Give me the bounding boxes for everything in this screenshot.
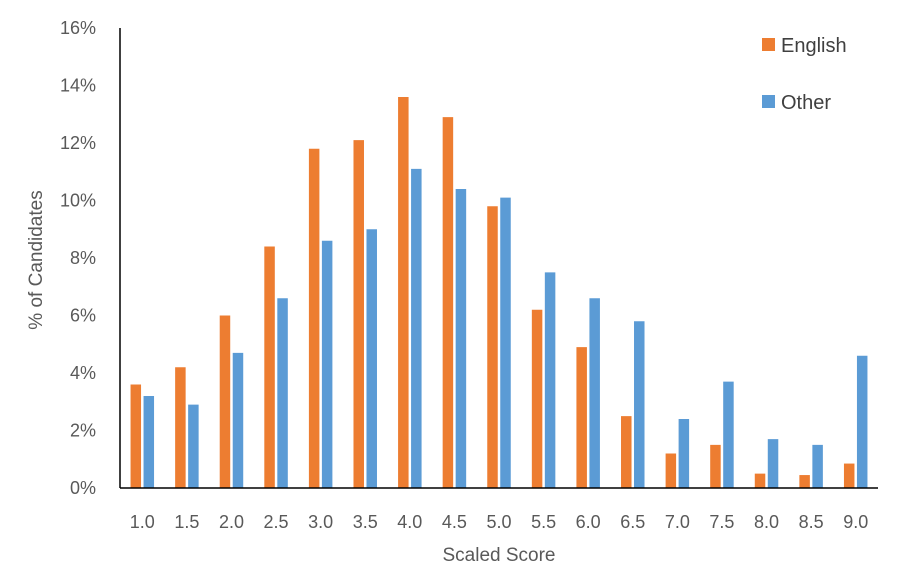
bar-other-3.0: [321, 240, 333, 488]
x-tick-label: 8.5: [799, 512, 824, 532]
bar-english-3.5: [353, 140, 364, 488]
bar-other-7.0: [678, 419, 690, 488]
y-tick-label: 6%: [70, 306, 96, 326]
x-tick-label: 7.5: [709, 512, 734, 532]
bar-other-5.0: [500, 197, 511, 488]
y-tick-label: 16%: [60, 18, 96, 38]
legend-label-other: Other: [781, 92, 831, 114]
x-tick-label: 2.0: [219, 512, 244, 532]
bar-english-2.0: [219, 315, 231, 488]
bar-english-8.5: [799, 475, 810, 488]
bar-other-6.0: [589, 298, 600, 488]
x-tick-label: 1.5: [174, 512, 199, 532]
y-tick-label: 2%: [70, 421, 96, 441]
bar-english-6.0: [576, 347, 587, 488]
x-axis-title: Scaled Score: [442, 545, 555, 566]
bar-other-9.0: [856, 355, 868, 488]
bar-english-1.0: [130, 384, 142, 488]
y-axis-ticks: 0% 2% 4% 6% 8% 10% 12% 14% 16%: [60, 18, 96, 498]
bar-other-7.5: [723, 381, 734, 488]
bar-english-1.5: [175, 367, 186, 488]
y-tick-label: 12%: [60, 133, 96, 153]
y-tick-label: 8%: [70, 248, 96, 268]
x-tick-label: 6.0: [576, 512, 601, 532]
y-tick-label: 14%: [60, 76, 96, 96]
bars: [130, 97, 868, 488]
legend-swatch-other: [762, 95, 775, 108]
bar-other-8.0: [767, 439, 779, 488]
x-tick-label: 8.0: [754, 512, 779, 532]
bar-other-4.5: [455, 189, 467, 488]
x-tick-label: 6.5: [620, 512, 645, 532]
x-tick-label: 2.5: [264, 512, 289, 532]
bar-english-4.0: [398, 97, 409, 488]
bar-other-4.0: [411, 168, 422, 488]
x-tick-label: 3.0: [308, 512, 333, 532]
bar-english-7.0: [665, 453, 677, 488]
bar-other-6.5: [634, 321, 645, 488]
x-tick-label: 5.0: [486, 512, 511, 532]
y-tick-label: 4%: [70, 363, 96, 383]
bar-english-5.5: [531, 309, 543, 488]
bar-other-3.5: [366, 229, 377, 488]
legend-swatch-english: [762, 38, 775, 51]
bar-other-1.0: [143, 396, 155, 488]
bar-other-2.0: [232, 352, 244, 488]
bar-other-8.5: [812, 444, 823, 488]
bar-other-1.5: [188, 404, 199, 488]
x-axis-ticks: 1.0 1.5 2.0 2.5 3.0 3.5 4.0 4.5 5.0 5.5 6.0 6.5 7.0 7…: [130, 512, 868, 532]
bar-english-9.0: [843, 463, 855, 488]
x-tick-label: 4.0: [397, 512, 422, 532]
bar-english-7.5: [710, 444, 721, 488]
legend-label-english: English: [781, 35, 847, 57]
bar-english-2.5: [264, 246, 275, 488]
bar-english-4.5: [442, 117, 454, 488]
legend: English Other: [762, 35, 847, 114]
y-tick-label: 10%: [60, 191, 96, 211]
y-axis-title: % of Candidates: [26, 190, 47, 329]
bar-english-5.0: [487, 206, 498, 488]
x-tick-label: 9.0: [843, 512, 868, 532]
bar-other-2.5: [277, 298, 288, 488]
x-tick-label: 5.5: [531, 512, 556, 532]
x-tick-label: 3.5: [353, 512, 378, 532]
bar-english-6.5: [621, 416, 632, 488]
x-tick-label: 4.5: [442, 512, 467, 532]
bar-other-5.5: [544, 272, 556, 488]
x-tick-label: 1.0: [130, 512, 155, 532]
x-tick-label: 7.0: [665, 512, 690, 532]
y-tick-label: 0%: [70, 478, 96, 498]
bar-english-8.0: [754, 473, 766, 488]
bar-english-3.0: [308, 148, 320, 488]
